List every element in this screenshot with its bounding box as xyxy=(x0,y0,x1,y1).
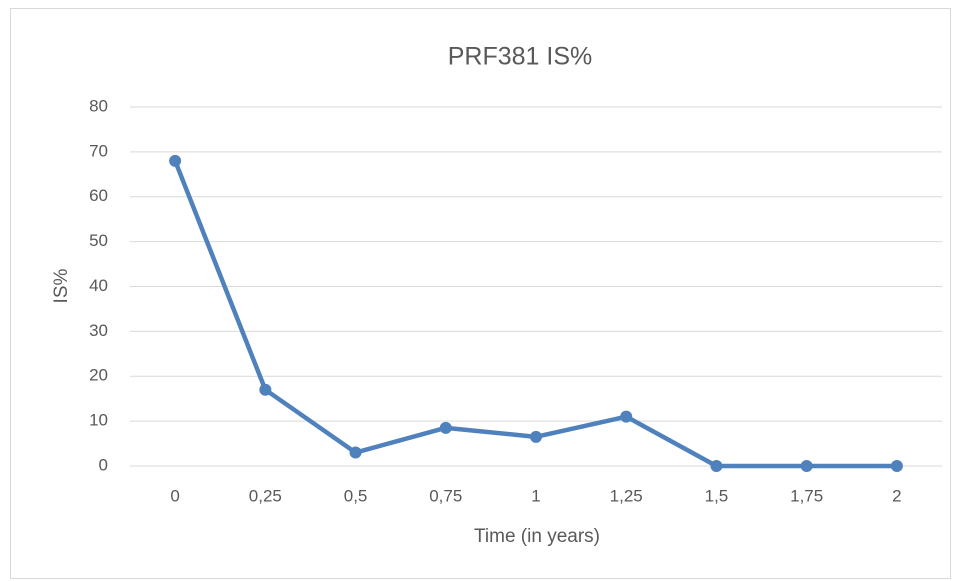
marker xyxy=(259,383,272,396)
y-tick-label: 60 xyxy=(89,186,108,205)
marker xyxy=(439,421,452,434)
x-tick-label: 1,75 xyxy=(790,486,823,505)
y-tick-label: 40 xyxy=(89,276,108,295)
y-tick-label: 70 xyxy=(89,141,108,160)
marker xyxy=(620,410,633,423)
x-tick-label: 0,5 xyxy=(344,486,368,505)
x-axis-label: Time (in years) xyxy=(474,526,600,547)
x-tick-label: 0,25 xyxy=(249,486,282,505)
x-tick-label: 2 xyxy=(892,486,901,505)
y-tick-label: 50 xyxy=(89,231,108,250)
y-tick-label: 30 xyxy=(89,321,108,340)
x-tick-label: 1 xyxy=(531,486,540,505)
marker xyxy=(169,154,182,167)
y-tick-label: 80 xyxy=(89,96,108,115)
marker xyxy=(800,460,813,472)
y-axis-label: IS% xyxy=(51,268,72,303)
chart-border xyxy=(10,8,951,579)
x-tick-label: 0,75 xyxy=(429,486,462,505)
marker xyxy=(890,460,903,472)
marker xyxy=(530,430,542,443)
marker xyxy=(710,460,723,472)
x-tick-label: 0 xyxy=(170,486,179,505)
chart-title: PRF381 IS% xyxy=(448,43,593,71)
marker xyxy=(349,446,362,459)
x-tick-label: 1,5 xyxy=(705,486,729,505)
x-tick-label: 1,25 xyxy=(610,486,643,505)
y-tick-label: 20 xyxy=(89,366,108,385)
y-tick-label: 0 xyxy=(99,455,108,474)
y-tick-label: 10 xyxy=(89,411,108,430)
